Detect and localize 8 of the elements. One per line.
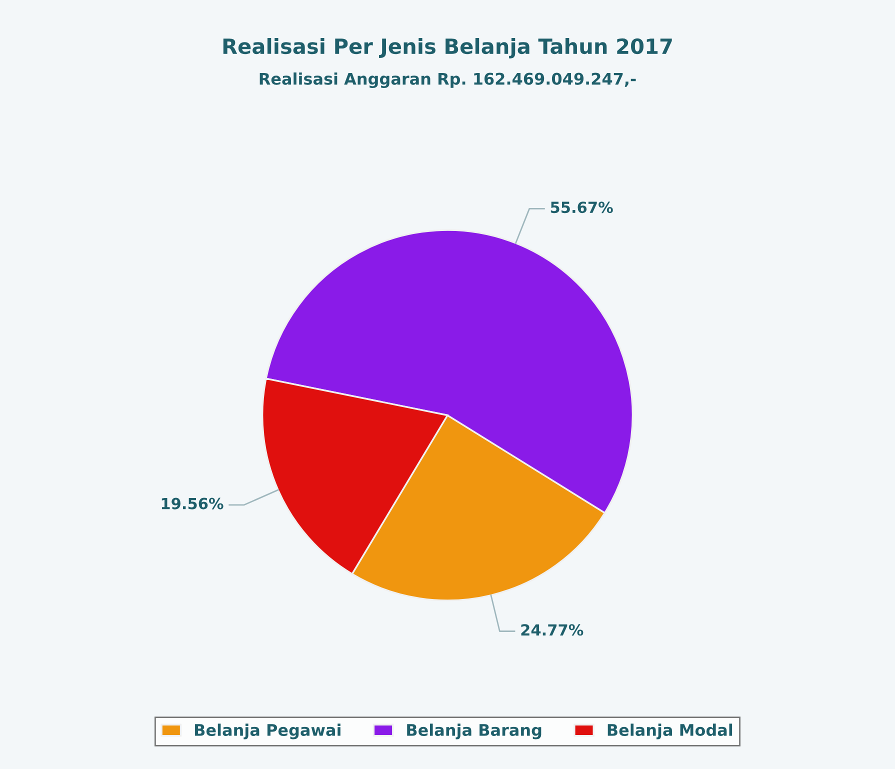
chart-title: Realisasi Per Jenis Belanja Tahun 2017 bbox=[223, 38, 672, 58]
data-label: 19.56% bbox=[162, 498, 224, 510]
data-label: 55.67% bbox=[550, 202, 613, 214]
chart-subtitle: Realisasi Anggaran Rp. 162.469.049.247,- bbox=[260, 72, 636, 88]
legend-label: Belanja Barang bbox=[407, 724, 542, 740]
legend-label: Belanja Pegawai bbox=[195, 724, 340, 740]
data-label: 24.77% bbox=[521, 624, 584, 636]
legend-label: Belanja Modal bbox=[608, 724, 732, 740]
